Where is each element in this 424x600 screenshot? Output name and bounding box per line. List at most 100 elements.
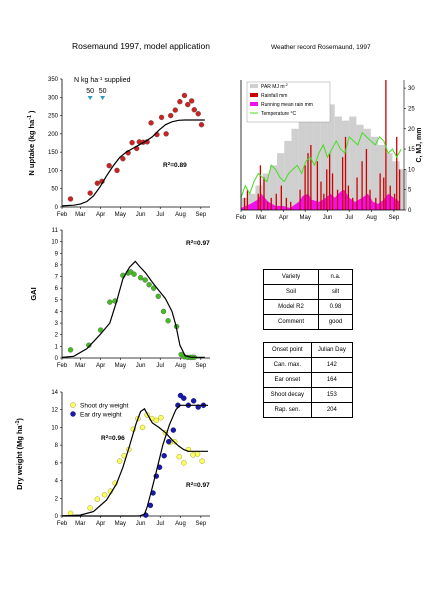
onset-value: 153 <box>310 387 354 403</box>
data-point <box>146 281 152 288</box>
par-bar <box>334 116 342 210</box>
rainfall-bar <box>379 173 381 210</box>
par-bar <box>305 116 314 210</box>
info-value: n.a. <box>318 269 353 285</box>
data-point <box>131 271 137 277</box>
info-label: Variety <box>262 269 320 285</box>
r2-label-shoot: R2=0.96 <box>101 434 125 443</box>
y-tick-label: 50 <box>51 187 58 193</box>
rainfall-bar <box>375 197 377 210</box>
info-row-variety: Variety n.a. <box>262 269 353 285</box>
legend-label: Temperature °C <box>261 111 296 117</box>
legend-swatch <box>250 102 258 106</box>
application-label: 50 <box>99 88 107 95</box>
rainfall-bar <box>385 80 387 210</box>
onset-row: Ear onset 164 <box>263 372 354 388</box>
x-tick-label: Jul <box>156 521 164 527</box>
data-point <box>114 167 120 174</box>
rainfall-bar <box>344 136 347 210</box>
x-tick-label: Feb <box>57 363 68 369</box>
x-tick-label: May <box>115 212 126 218</box>
y-axis-label: N uptake (kg ha-1 ) <box>27 110 36 176</box>
rainfall-bar <box>396 136 398 210</box>
data-point <box>198 122 205 128</box>
data-point <box>153 417 160 424</box>
par-bar <box>370 136 379 210</box>
x-tick-label: Jul <box>156 212 164 218</box>
y-tick-label: 7 <box>55 275 59 281</box>
rainfall-bar <box>280 185 282 210</box>
data-point <box>188 98 195 104</box>
data-point <box>170 427 177 433</box>
par-bar <box>392 161 400 210</box>
rainfall-bar <box>336 189 339 210</box>
onset-label: Can. max. <box>263 357 312 373</box>
data-point <box>176 453 182 460</box>
info-value: good <box>318 314 353 330</box>
rainfall-bar <box>285 197 288 210</box>
x-tick-label: Apr <box>96 363 105 369</box>
data-point <box>94 496 101 502</box>
y-tick-label: 1 <box>55 344 59 350</box>
onset-label: Shoot decay <box>263 387 312 403</box>
rainfall-bar <box>361 161 363 210</box>
x-tick-label: May <box>115 521 126 527</box>
y-axis-label: C, MJ, mm <box>416 127 423 162</box>
rainfall-bar <box>326 169 328 210</box>
data-point <box>155 293 161 300</box>
rainfall-bar <box>290 201 292 210</box>
legend-marker-ear <box>70 411 76 417</box>
x-tick-label: Feb <box>57 212 68 218</box>
rainfall-bar <box>246 189 249 210</box>
x-tick-label: Sep <box>195 521 206 527</box>
x-tick-label: Aug <box>175 521 186 527</box>
rainfall-bar <box>310 145 312 210</box>
x-tick-label: Aug <box>175 363 186 369</box>
y-tick-label: 4 <box>55 479 59 485</box>
data-point <box>199 458 205 464</box>
data-point <box>148 120 154 126</box>
onset-label: Rap. sen. <box>263 402 312 418</box>
y-tick-label: 10 <box>51 240 58 246</box>
x-tick-label: Apr <box>279 215 288 221</box>
data-point <box>191 107 197 113</box>
rainfall-bar <box>365 149 368 210</box>
data-point <box>166 438 172 445</box>
data-point <box>129 139 135 146</box>
rainfall-bar <box>266 201 269 210</box>
rainfall-bar <box>398 169 401 210</box>
data-point <box>150 285 157 291</box>
data-point <box>116 458 123 464</box>
model-info-table: Variety n.a. Soil silt Model R2 0.98 Com… <box>262 269 353 330</box>
info-row-model-r2: Model R2 0.98 <box>262 299 353 315</box>
data-point <box>107 299 113 305</box>
par-bar <box>349 116 357 210</box>
data-point <box>194 451 201 457</box>
x-tick-label: Jun <box>136 212 146 218</box>
x-tick-label: Mar <box>75 363 85 369</box>
y-tick-label: 12 <box>51 408 58 414</box>
data-point <box>142 277 148 283</box>
data-point <box>163 131 169 137</box>
data-point <box>181 395 187 401</box>
running-mean-area <box>241 189 400 210</box>
rainfall-bar <box>389 185 391 210</box>
data-point <box>181 92 188 99</box>
model-line <box>61 407 208 517</box>
gai-chart: 0 1 2 3 4 5 6 7 8 9 10 11 Feb Mar Apr May Jun Jul Aug Sep GA… <box>29 228 210 369</box>
y-tick-label: 14 <box>51 390 58 396</box>
rainfall-bar <box>316 161 319 210</box>
data-point <box>120 156 126 162</box>
y-tick-label: 8 <box>55 443 59 449</box>
rainfall-bar <box>263 177 265 210</box>
data-point <box>172 107 178 113</box>
legend-label: Running mean rain mm <box>261 102 313 108</box>
y-tick-label: 4 <box>55 309 59 315</box>
data-point <box>101 492 108 498</box>
legend-label: PAR MJ m-2 <box>261 83 288 90</box>
y-tick-label: 8 <box>55 263 59 269</box>
onset-header-row: Onset point Julian Day <box>263 342 354 358</box>
rainfall-bar <box>299 189 301 210</box>
data-point <box>87 505 93 511</box>
par-bar <box>378 145 386 210</box>
